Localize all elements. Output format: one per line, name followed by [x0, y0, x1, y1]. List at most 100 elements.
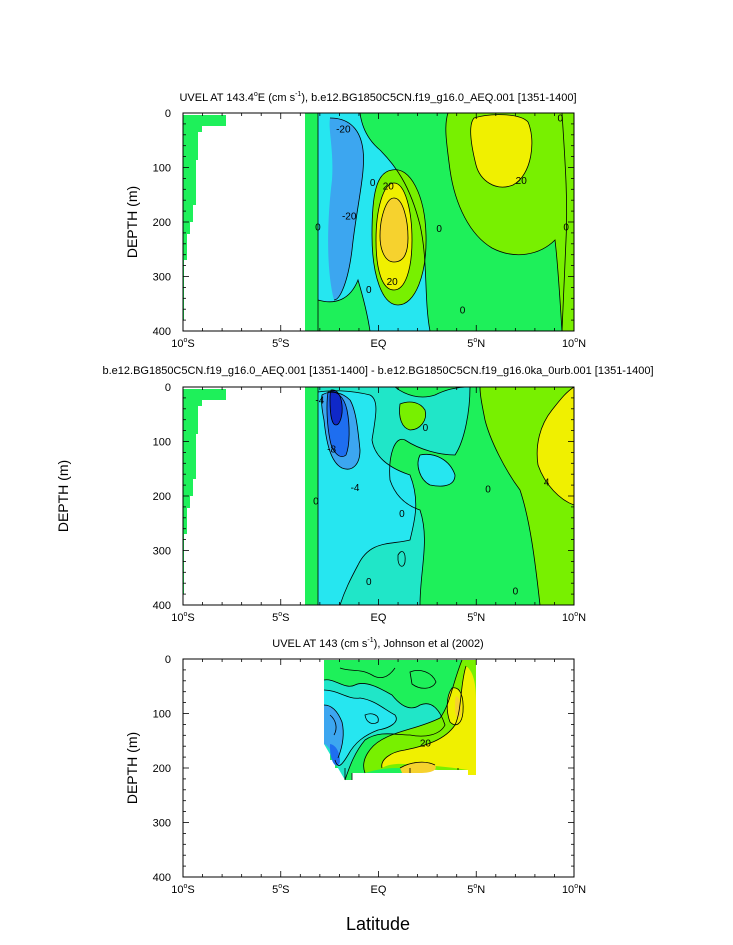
contour-fill: [323, 659, 476, 781]
x-tick-label: 5oS: [272, 611, 289, 624]
y-tick-label: 0: [165, 108, 171, 120]
contour-fill: [183, 113, 574, 331]
panel-title: b.e12.BG1850C5CN.f19_g16.0_AEQ.001 [1351…: [102, 365, 653, 377]
y-axis-label: DEPTH (m): [124, 732, 140, 804]
contour-label: 0: [558, 113, 564, 124]
contour-label: -8: [327, 445, 336, 456]
contour-label: 0: [513, 586, 519, 597]
y-axis-label: DEPTH (m): [124, 186, 140, 258]
band-negative-strong: [328, 118, 364, 300]
band-negative-4: [330, 744, 340, 766]
contour-label: 0: [366, 577, 372, 588]
y-tick-label: 200: [153, 491, 171, 503]
x-tick-label: EQ: [371, 884, 387, 896]
contour-labels: -20 20 -20 20 0 0 0 0 0 0 0 20: [315, 113, 569, 316]
y-tick-label: 100: [153, 709, 171, 721]
contour-fill: [183, 387, 574, 605]
y-tick-label: 400: [153, 872, 171, 884]
band-positive-2: [537, 387, 574, 505]
panel-model-uvel: UVEL AT 143.4oE (cm s-1), b.e12.BG1850C5…: [124, 91, 586, 350]
band-positive-2: [381, 666, 476, 775]
band-positive-3: [400, 762, 436, 773]
y-tick-label: 400: [153, 600, 171, 612]
contour-label: 0: [370, 178, 376, 189]
axis-ticks: [182, 386, 575, 606]
x-tick-labels: 10oS 5oS EQ 5oN 10oN: [171, 611, 586, 624]
x-tick-label: 10oN: [562, 337, 586, 350]
y-axis-label: DEPTH (m): [55, 460, 71, 532]
x-tick-label: 10oS: [171, 611, 195, 624]
x-tick-label: EQ: [371, 338, 387, 350]
contour-label: -4: [351, 483, 360, 494]
y-tick-label: 0: [165, 382, 171, 394]
coast-zero-band: [305, 387, 318, 605]
x-tick-labels: 10oS 5oS EQ 5oN 10oN: [171, 883, 586, 896]
y-tick-label: 100: [153, 163, 171, 175]
contour-labels: -4 -8 -4 4 0 0 0 0 0 0: [313, 396, 550, 598]
axis-ticks: [182, 658, 575, 878]
y-tick-labels: 0 100 200 300 400: [153, 108, 171, 338]
x-tick-label: 5oS: [272, 337, 289, 350]
y-tick-labels: 0 100 200 300 400: [153, 382, 171, 612]
land-mask: [183, 387, 305, 605]
contour-label: 20: [516, 176, 528, 187]
y-tick-label: 200: [153, 763, 171, 775]
contour-label: 0: [485, 484, 491, 495]
x-tick-label: 10oN: [562, 883, 586, 896]
x-tick-label: 5oN: [467, 611, 485, 624]
band-negative-2-east: [418, 454, 455, 487]
x-tick-label: EQ: [371, 612, 387, 624]
contour-label: 0: [423, 423, 429, 434]
band-20-east: [470, 114, 532, 188]
y-tick-label: 0: [165, 654, 171, 666]
y-tick-label: 400: [153, 326, 171, 338]
contour-label: 20: [387, 277, 399, 288]
contour-label: -4: [315, 396, 324, 407]
contour-label: 4: [544, 477, 550, 488]
land-mask: [183, 113, 305, 331]
y-tick-label: 200: [153, 217, 171, 229]
x-tick-label: 5oN: [467, 337, 485, 350]
contour-lines: [323, 659, 467, 781]
panel-difference: b.e12.BG1850C5CN.f19_g16.0_AEQ.001 [1351…: [55, 365, 654, 624]
axis-ticks: [182, 112, 575, 332]
band-positive-3-east: [455, 696, 462, 718]
contour-label: 0: [399, 509, 405, 520]
panel-title: UVEL AT 143.4oE (cm s-1), b.e12.BG1850C5…: [179, 91, 576, 104]
x-tick-label: 5oN: [467, 883, 485, 896]
y-tick-label: 300: [153, 546, 171, 558]
panel-title: UVEL AT 143 (cm s-1), Johnson et al (200…: [272, 637, 483, 650]
x-tick-label: 10oN: [562, 611, 586, 624]
contour-label: 0: [366, 285, 372, 296]
contour-label: -20: [342, 212, 357, 223]
panel-observations: UVEL AT 143 (cm s-1), Johnson et al (200…: [124, 637, 586, 896]
band-30-core: [380, 198, 408, 262]
contour-lines: [317, 113, 568, 331]
y-tick-label: 300: [153, 818, 171, 830]
band-negative-2: [324, 690, 397, 766]
contour-label: 20: [383, 182, 395, 193]
contour-label: -20: [336, 124, 351, 135]
x-axis-label: Latitude: [346, 914, 410, 934]
contour-label: 0: [460, 305, 466, 316]
island-zero-band: [183, 389, 226, 594]
x-tick-label: 10oS: [171, 883, 195, 896]
observed-boundary: [344, 768, 459, 780]
band-zero-lower: [318, 280, 370, 331]
contour-lines: [317, 387, 574, 605]
x-tick-label: 5oS: [272, 883, 289, 896]
island-zero-band: [183, 115, 226, 320]
x-tick-label: 10oS: [171, 337, 195, 350]
contour-label: 0: [313, 496, 319, 507]
contour-label: 0: [563, 222, 569, 233]
x-tick-labels: 10oS 5oS EQ 5oN 10oN: [171, 337, 586, 350]
band-positive-1-west: [399, 402, 426, 430]
y-tick-label: 100: [153, 437, 171, 449]
contour-label: 0: [315, 222, 321, 233]
contour-label: 20: [420, 738, 432, 749]
band-negative-5: [330, 389, 343, 425]
y-tick-labels: 0 100 200 300 400: [153, 654, 171, 884]
contour-labels: 20: [420, 738, 432, 749]
y-tick-label: 300: [153, 272, 171, 284]
